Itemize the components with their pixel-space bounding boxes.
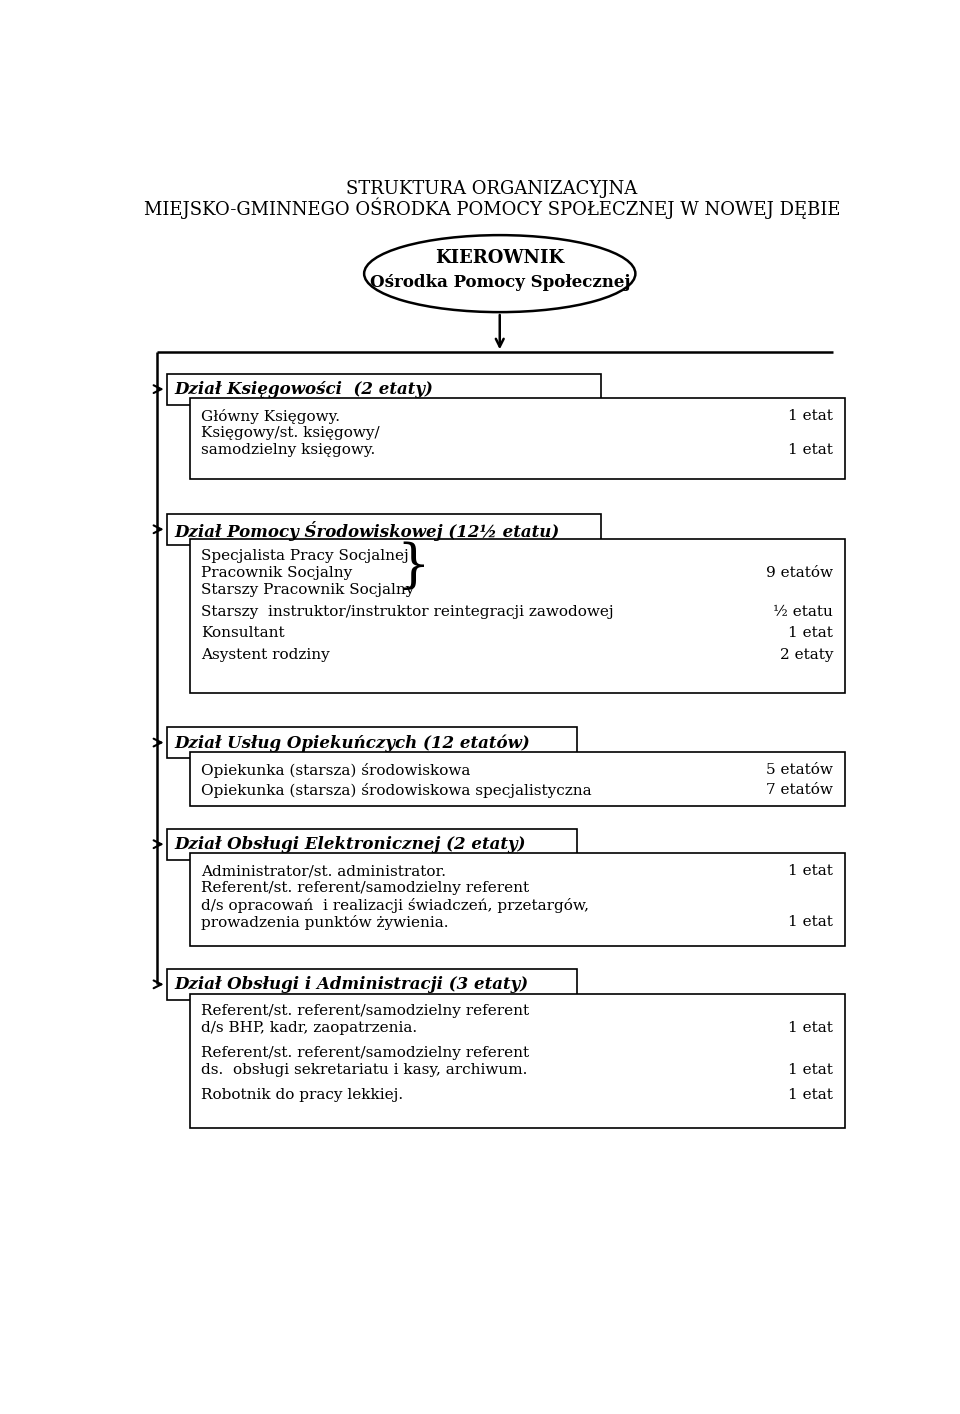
Text: 1 etat: 1 etat	[788, 1063, 833, 1077]
Text: d/s BHP, kadr, zaopatrzenia.: d/s BHP, kadr, zaopatrzenia.	[202, 1021, 418, 1035]
Text: Robotnik do pracy lekkiej.: Robotnik do pracy lekkiej.	[202, 1087, 403, 1102]
Bar	[190, 399, 845, 479]
Text: 5 etatów: 5 etatów	[766, 762, 833, 776]
Text: Starszy Pracownik Socjalny: Starszy Pracownik Socjalny	[202, 583, 415, 597]
Text: ½ etatu: ½ etatu	[773, 605, 833, 619]
Text: 1 etat: 1 etat	[788, 626, 833, 641]
Text: 1 etat: 1 etat	[788, 443, 833, 457]
Text: samodzielny księgowy.: samodzielny księgowy.	[202, 443, 375, 457]
Text: Starszy  instruktor/instruktor reintegracji zawodowej: Starszy instruktor/instruktor reintegrac…	[202, 605, 614, 619]
Text: Dział Obsługi Elektronicznej (2 etaty): Dział Obsługi Elektronicznej (2 etaty)	[175, 836, 526, 853]
Bar	[190, 854, 845, 946]
Text: 1 etat: 1 etat	[788, 409, 833, 423]
Text: Dział Obsługi i Administracji (3 etaty): Dział Obsługi i Administracji (3 etaty)	[175, 976, 528, 993]
Text: Dział Księgowości  (2 etaty): Dział Księgowości (2 etaty)	[175, 380, 433, 397]
Text: KIEROWNIK: KIEROWNIK	[435, 249, 564, 267]
Text: ds.  obsługi sekretariatu i kasy, archiwum.: ds. obsługi sekretariatu i kasy, archiwu…	[202, 1063, 528, 1077]
Text: Dział Usług Opiekuńczych (12 etatów): Dział Usług Opiekuńczych (12 etatów)	[175, 734, 530, 752]
Text: Asystent rodziny: Asystent rodziny	[202, 648, 330, 662]
Text: Dział Pomocy Środowiskowej (12½ etatu): Dział Pomocy Środowiskowej (12½ etatu)	[175, 520, 560, 540]
Text: prowadzenia punktów żywienia.: prowadzenia punktów żywienia.	[202, 915, 449, 930]
Bar	[190, 994, 845, 1128]
Text: d/s opracowań  i realizacji świadczeń, przetargów,: d/s opracowań i realizacji świadczeń, pr…	[202, 898, 589, 913]
Ellipse shape	[364, 235, 636, 312]
Bar	[190, 752, 845, 806]
Text: 1 etat: 1 etat	[788, 1087, 833, 1102]
Text: 1 etat: 1 etat	[788, 1021, 833, 1035]
Text: 7 etatów: 7 etatów	[766, 782, 833, 796]
Text: Administrator/st. administrator.: Administrator/st. administrator.	[202, 864, 446, 878]
Text: Referent/st. referent/samodzielny referent: Referent/st. referent/samodzielny refere…	[202, 881, 530, 895]
Bar	[166, 727, 577, 758]
Text: STRUKTURA ORGANIZACYJNA: STRUKTURA ORGANIZACYJNA	[347, 181, 637, 198]
Bar	[166, 373, 601, 404]
Text: 2 etaty: 2 etaty	[780, 648, 833, 662]
Text: Główny Księgowy.: Główny Księgowy.	[202, 409, 341, 424]
Text: Referent/st. referent/samodzielny referent: Referent/st. referent/samodzielny refere…	[202, 1004, 530, 1018]
Text: Ośrodka Pomocy Społecznej: Ośrodka Pomocy Społecznej	[370, 274, 630, 291]
Text: Pracownik Socjalny: Pracownik Socjalny	[202, 566, 352, 580]
Text: MIEJSKO-GMINNEGO OŚRODKA POMOCY SPOŁECZNEJ W NOWEJ DĘBIE: MIEJSKO-GMINNEGO OŚRODKA POMOCY SPOŁECZN…	[144, 198, 840, 219]
Text: Konsultant: Konsultant	[202, 626, 285, 641]
Text: Księgowy/st. księgowy/: Księgowy/st. księgowy/	[202, 426, 380, 440]
Text: Specjalista Pracy Socjalnej: Specjalista Pracy Socjalnej	[202, 549, 409, 563]
Bar	[166, 829, 577, 860]
Text: }: }	[396, 540, 430, 591]
Text: 9 etatów: 9 etatów	[766, 566, 833, 580]
Bar	[166, 969, 577, 1000]
Text: 1 etat: 1 etat	[788, 915, 833, 929]
Bar	[190, 539, 845, 693]
Text: Opiekunka (starsza) środowiskowa: Opiekunka (starsza) środowiskowa	[202, 762, 470, 778]
Text: Opiekunka (starsza) środowiskowa specjalistyczna: Opiekunka (starsza) środowiskowa specjal…	[202, 782, 592, 797]
Text: Referent/st. referent/samodzielny referent: Referent/st. referent/samodzielny refere…	[202, 1046, 530, 1060]
Bar	[166, 513, 601, 544]
Text: 1 etat: 1 etat	[788, 864, 833, 878]
